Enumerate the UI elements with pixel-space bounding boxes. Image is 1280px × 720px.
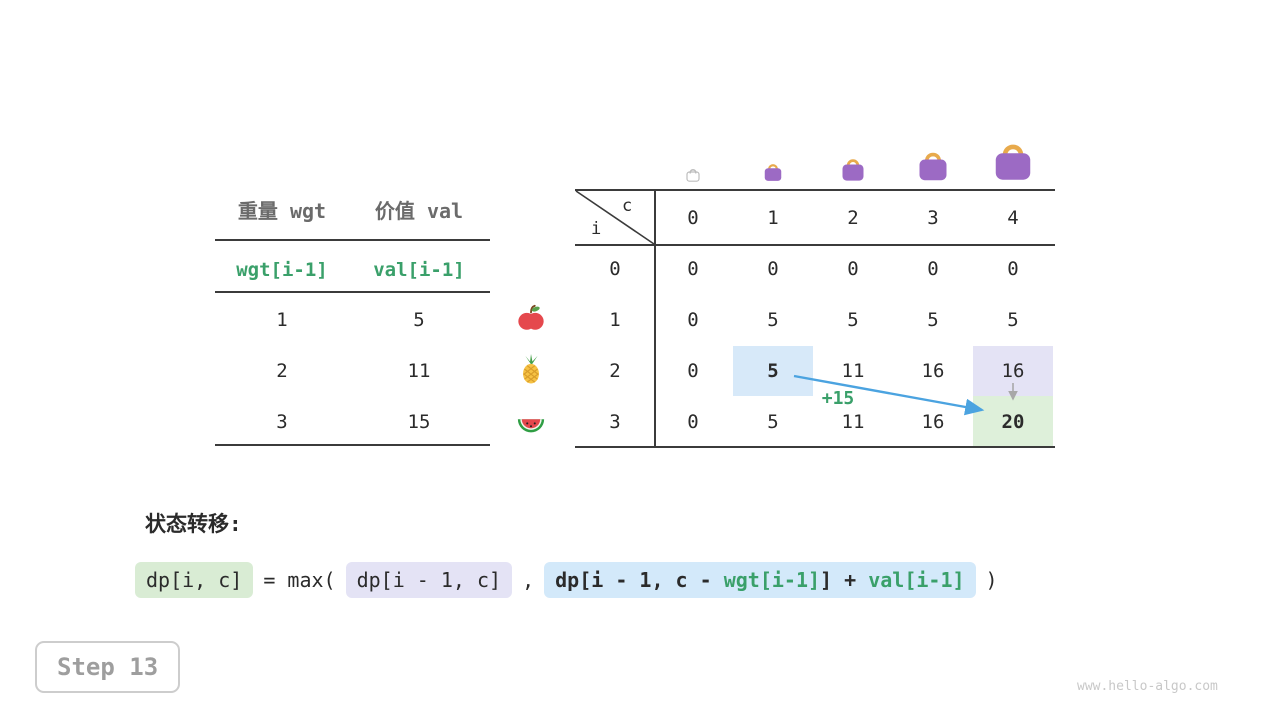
- item-1-value: 5: [413, 309, 425, 331]
- transition-add-annotation: +15: [821, 388, 855, 409]
- transition-section-label: 状态转移:: [145, 512, 242, 536]
- dp-row-header-3: 3: [609, 411, 621, 433]
- dp-cell-r2-c0: 0: [687, 360, 699, 382]
- dp-table-rule-vertical: [654, 189, 656, 448]
- dp-cell-r1-c0: 0: [687, 309, 699, 331]
- bag-empty-icon: [685, 166, 701, 186]
- dp-cell-r0-c3: 0: [927, 258, 939, 280]
- dp-cell-r3-c4: 20: [1001, 411, 1025, 433]
- dp-cell-r3-c2: 11: [841, 411, 865, 433]
- dp-cell-r1-c3: 5: [927, 309, 939, 331]
- dp-cell-r3-c0: 0: [687, 411, 699, 433]
- bag-large-icon: [915, 146, 951, 186]
- dp-cell-r0-c1: 0: [767, 258, 779, 280]
- items-formula-wgt: wgt[i-1]: [236, 259, 328, 281]
- dp-col-header-3: 3: [927, 207, 939, 229]
- items-table-rule-top: [215, 239, 490, 241]
- bag-xlarge-icon: [990, 136, 1036, 186]
- transition-formula: dp[i, c] = max( dp[i - 1, c] , dp[i - 1,…: [135, 562, 998, 598]
- dp-cell-r1-c2: 5: [847, 309, 859, 331]
- items-formula-val: val[i-1]: [373, 259, 465, 281]
- dp-cell-r3-c1: 5: [767, 411, 779, 433]
- dp-row-header-0: 0: [609, 258, 621, 280]
- items-header-wgt: 重量 wgt: [237, 199, 327, 223]
- pineapple-icon: [516, 354, 546, 388]
- items-table-rule-bottom: [215, 444, 490, 446]
- step-indicator: Step 13: [35, 641, 181, 693]
- dp-corner-col-var: c: [622, 196, 633, 216]
- dp-cell-r1-c1: 5: [767, 309, 779, 331]
- bag-medium-icon: [839, 154, 867, 186]
- take-term-wgt: wgt[i-1]: [723, 568, 821, 592]
- take-term-prefix: dp[i - 1, c -: [555, 568, 724, 592]
- dp-cell-r2-c4: 16: [1001, 360, 1025, 382]
- watermelon-icon: [516, 407, 546, 441]
- comma-text: ,: [522, 568, 535, 592]
- dp-cell-r0-c4: 0: [1007, 258, 1019, 280]
- dp-cell-r1-c4: 5: [1007, 309, 1019, 331]
- site-watermark: www.hello-algo.com: [1077, 679, 1218, 694]
- apple-icon: [516, 303, 546, 337]
- item-3-weight: 3: [276, 411, 288, 433]
- dp-current-term: dp[i, c]: [135, 562, 254, 598]
- dp-cell-r2-c3: 16: [921, 360, 945, 382]
- dp-table-rule-top: [575, 189, 1055, 191]
- dp-table-rule-header: [575, 244, 1055, 246]
- dp-cell-r3-c3: 16: [921, 411, 945, 433]
- item-1-weight: 1: [276, 309, 288, 331]
- dp-corner-diagonal: [575, 190, 655, 245]
- item-2-weight: 2: [276, 360, 288, 382]
- dp-corner-row-var: i: [591, 219, 602, 239]
- dp-row-header-1: 1: [609, 309, 621, 331]
- dp-col-header-1: 1: [767, 207, 779, 229]
- item-2-value: 11: [407, 360, 431, 382]
- dp-cell-r0-c0: 0: [687, 258, 699, 280]
- dp-col-header-0: 0: [687, 207, 699, 229]
- take-term-val: val[i-1]: [868, 568, 965, 592]
- highlight-target-cell: [973, 396, 1053, 446]
- dp-table-rule-bottom: [575, 446, 1055, 448]
- dp-cell-r2-c1: 5: [767, 360, 779, 382]
- equals-max-text: = max(: [263, 568, 336, 592]
- take-term-mid: ] +: [820, 568, 869, 592]
- item-3-value: 15: [407, 411, 431, 433]
- dp-take-term: dp[i - 1, c - wgt[i-1]] + val[i-1]: [544, 562, 976, 598]
- close-paren-text: ): [985, 568, 998, 592]
- dp-col-header-2: 2: [847, 207, 859, 229]
- dp-cell-r0-c2: 0: [847, 258, 859, 280]
- bag-small-icon: [762, 160, 784, 186]
- dp-row-header-2: 2: [609, 360, 621, 382]
- items-table-rule-mid: [215, 291, 490, 293]
- dp-col-header-4: 4: [1007, 207, 1019, 229]
- items-header-val: 价值 val: [374, 199, 464, 223]
- dp-skip-term: dp[i - 1, c]: [345, 562, 513, 598]
